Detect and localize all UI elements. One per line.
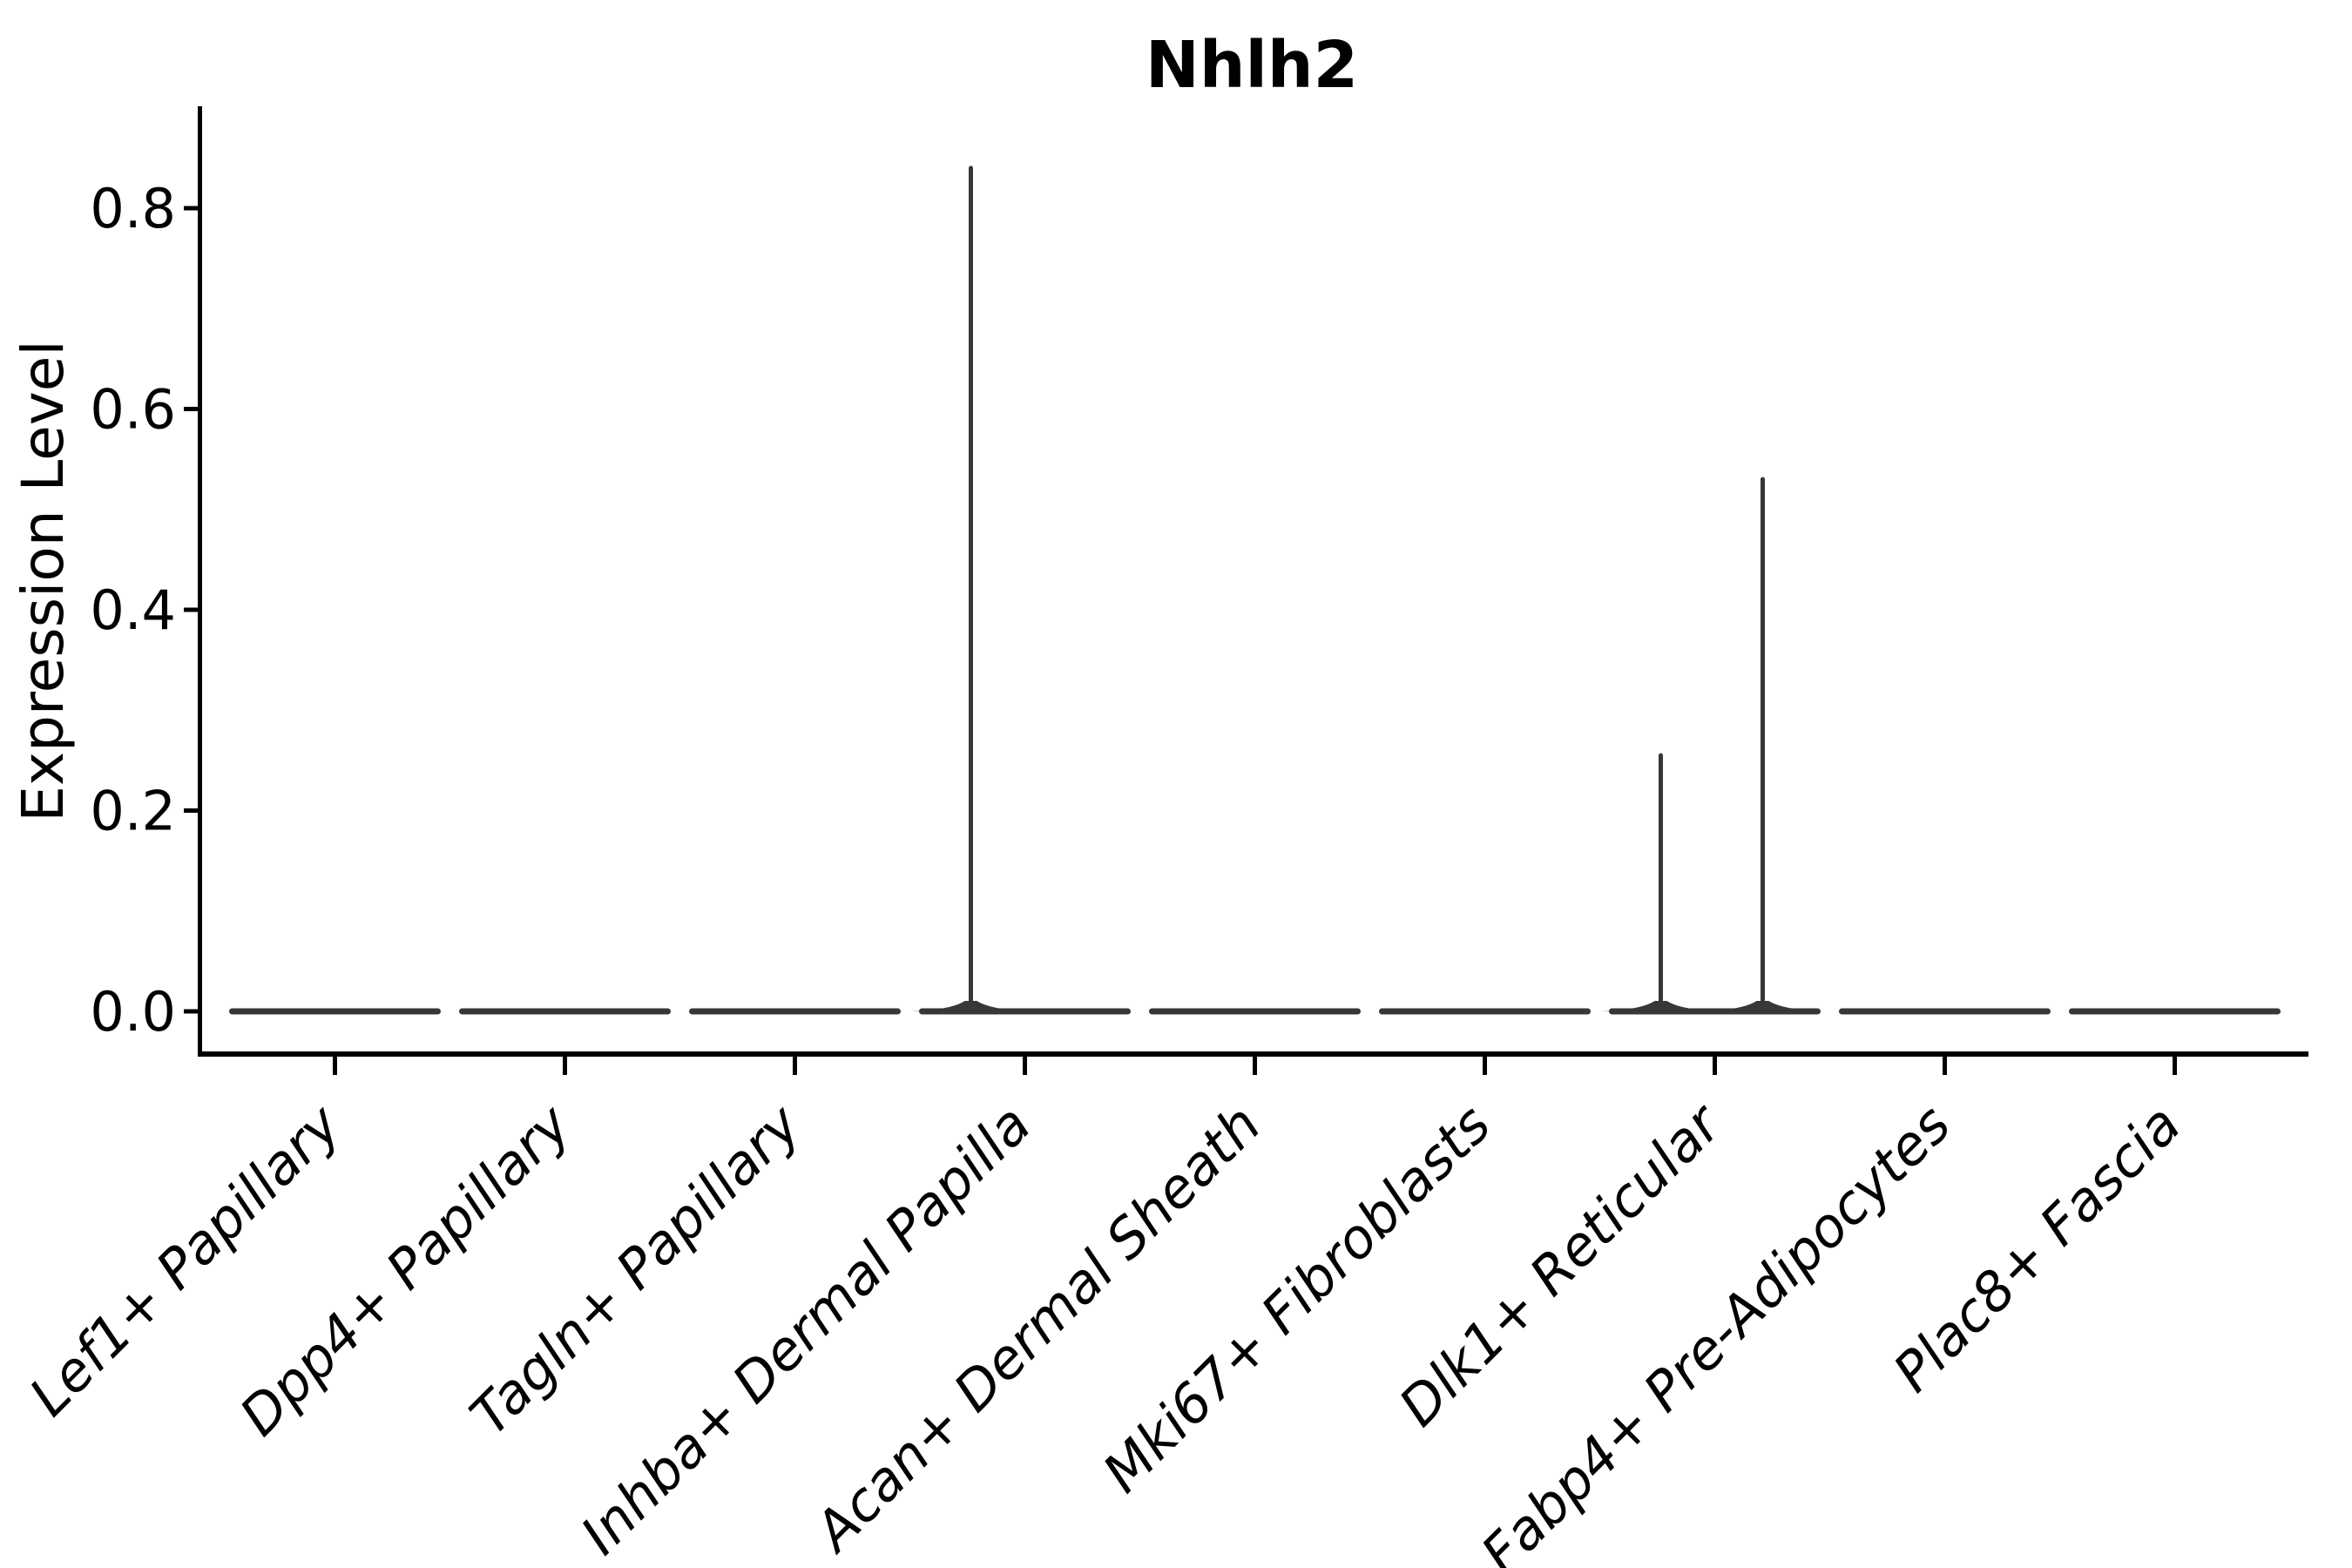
y-tick-label: 0.4 — [90, 578, 176, 642]
y-axis-label: Expression Level — [10, 340, 77, 821]
y-tick-label: 0.8 — [90, 177, 176, 240]
y-tick-label: 0.6 — [90, 378, 176, 442]
y-tick-label: 0.0 — [90, 980, 176, 1044]
x-tick-label: Mki67+ Fibroblasts — [1091, 1092, 1503, 1504]
x-tick-label: Inhba+ Dermal Papilla — [569, 1092, 1043, 1566]
y-tick-label: 0.2 — [90, 780, 176, 843]
x-tick-label: Acan+ Dermal Sheath — [800, 1092, 1273, 1565]
chart-title: Nhlh2 — [1146, 28, 1358, 103]
x-tick-label: Fabp4+ Pre-Adipocytes — [1469, 1092, 1963, 1568]
